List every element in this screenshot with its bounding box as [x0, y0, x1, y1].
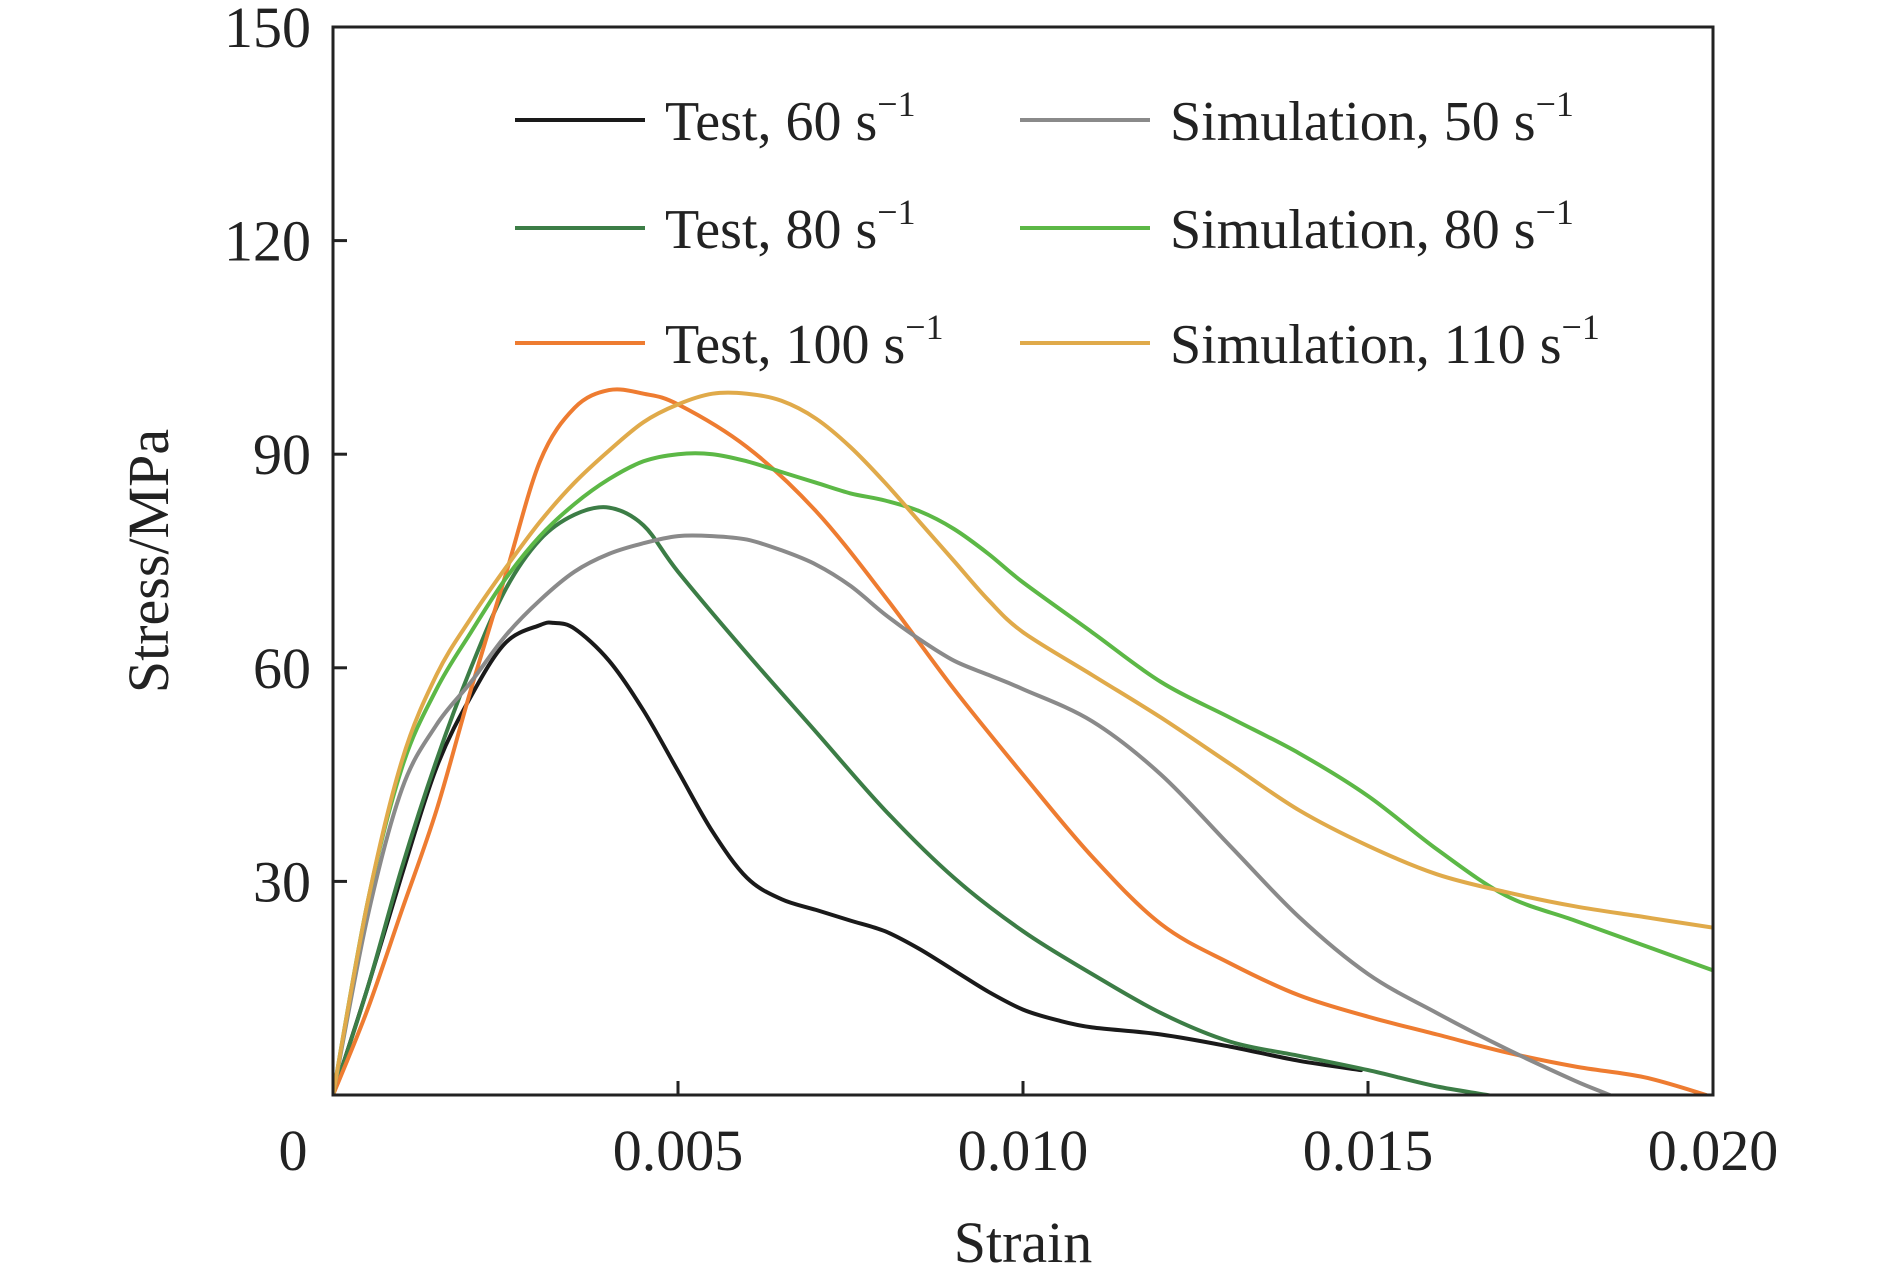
legend-label-text: Simulation, 110 s [1170, 314, 1562, 376]
x-tick-label: 0.015 [1303, 1118, 1434, 1183]
y-tick-label: 30 [253, 849, 311, 914]
x-tick-label: 0.005 [613, 1118, 744, 1183]
y-tick-label: 60 [253, 636, 311, 701]
legend-label-text: Test, 60 s [665, 91, 877, 153]
y-axis-label: Stress/MPa [116, 429, 181, 693]
series-line-2 [333, 505, 1499, 1095]
plot-lines [333, 387, 1713, 1095]
series-line-5 [333, 451, 1713, 1095]
legend-label-superscript: −1 [1562, 307, 1600, 347]
legend-label-superscript: −1 [1536, 84, 1574, 124]
x-tick-label: 0.010 [958, 1118, 1089, 1183]
y-tick-label: 150 [224, 0, 311, 60]
legend-label-superscript: −1 [877, 84, 915, 124]
tick-labels: 0 0.005 0.010 0.015 0.020 30 60 90 120 150 [224, 0, 1778, 1183]
series-line-6 [333, 390, 1713, 1095]
legend-label: Simulation, 110 s−1 [1170, 307, 1600, 376]
legend-label: Test, 100 s−1 [665, 307, 944, 376]
legend-label-text: Simulation, 80 s [1170, 199, 1536, 261]
series-line-4 [333, 533, 1615, 1095]
y-tick-label: 120 [224, 209, 311, 274]
x-axis-label: Strain [954, 1210, 1093, 1275]
legend-label-text: Test, 80 s [665, 199, 877, 261]
series-line-3 [333, 387, 1709, 1095]
legend-label-superscript: −1 [1536, 192, 1574, 232]
legend-label-text: Simulation, 50 s [1170, 91, 1536, 153]
legend-label-superscript: −1 [905, 307, 943, 347]
legend-label: Test, 60 s−1 [665, 84, 916, 153]
x-tick-label: 0 [279, 1118, 308, 1183]
series-line-1 [333, 620, 1364, 1095]
legend-label: Simulation, 80 s−1 [1170, 192, 1574, 261]
legend-label: Test, 80 s−1 [665, 192, 916, 261]
axis-ticks [333, 25, 1715, 1095]
legend-label: Simulation, 50 s−1 [1170, 84, 1574, 153]
legend-label-superscript: −1 [877, 192, 915, 232]
legend-label-text: Test, 100 s [665, 314, 905, 376]
y-tick-label: 90 [253, 422, 311, 487]
plot-frame [331, 25, 1715, 1097]
x-tick-label: 0.020 [1648, 1118, 1779, 1183]
